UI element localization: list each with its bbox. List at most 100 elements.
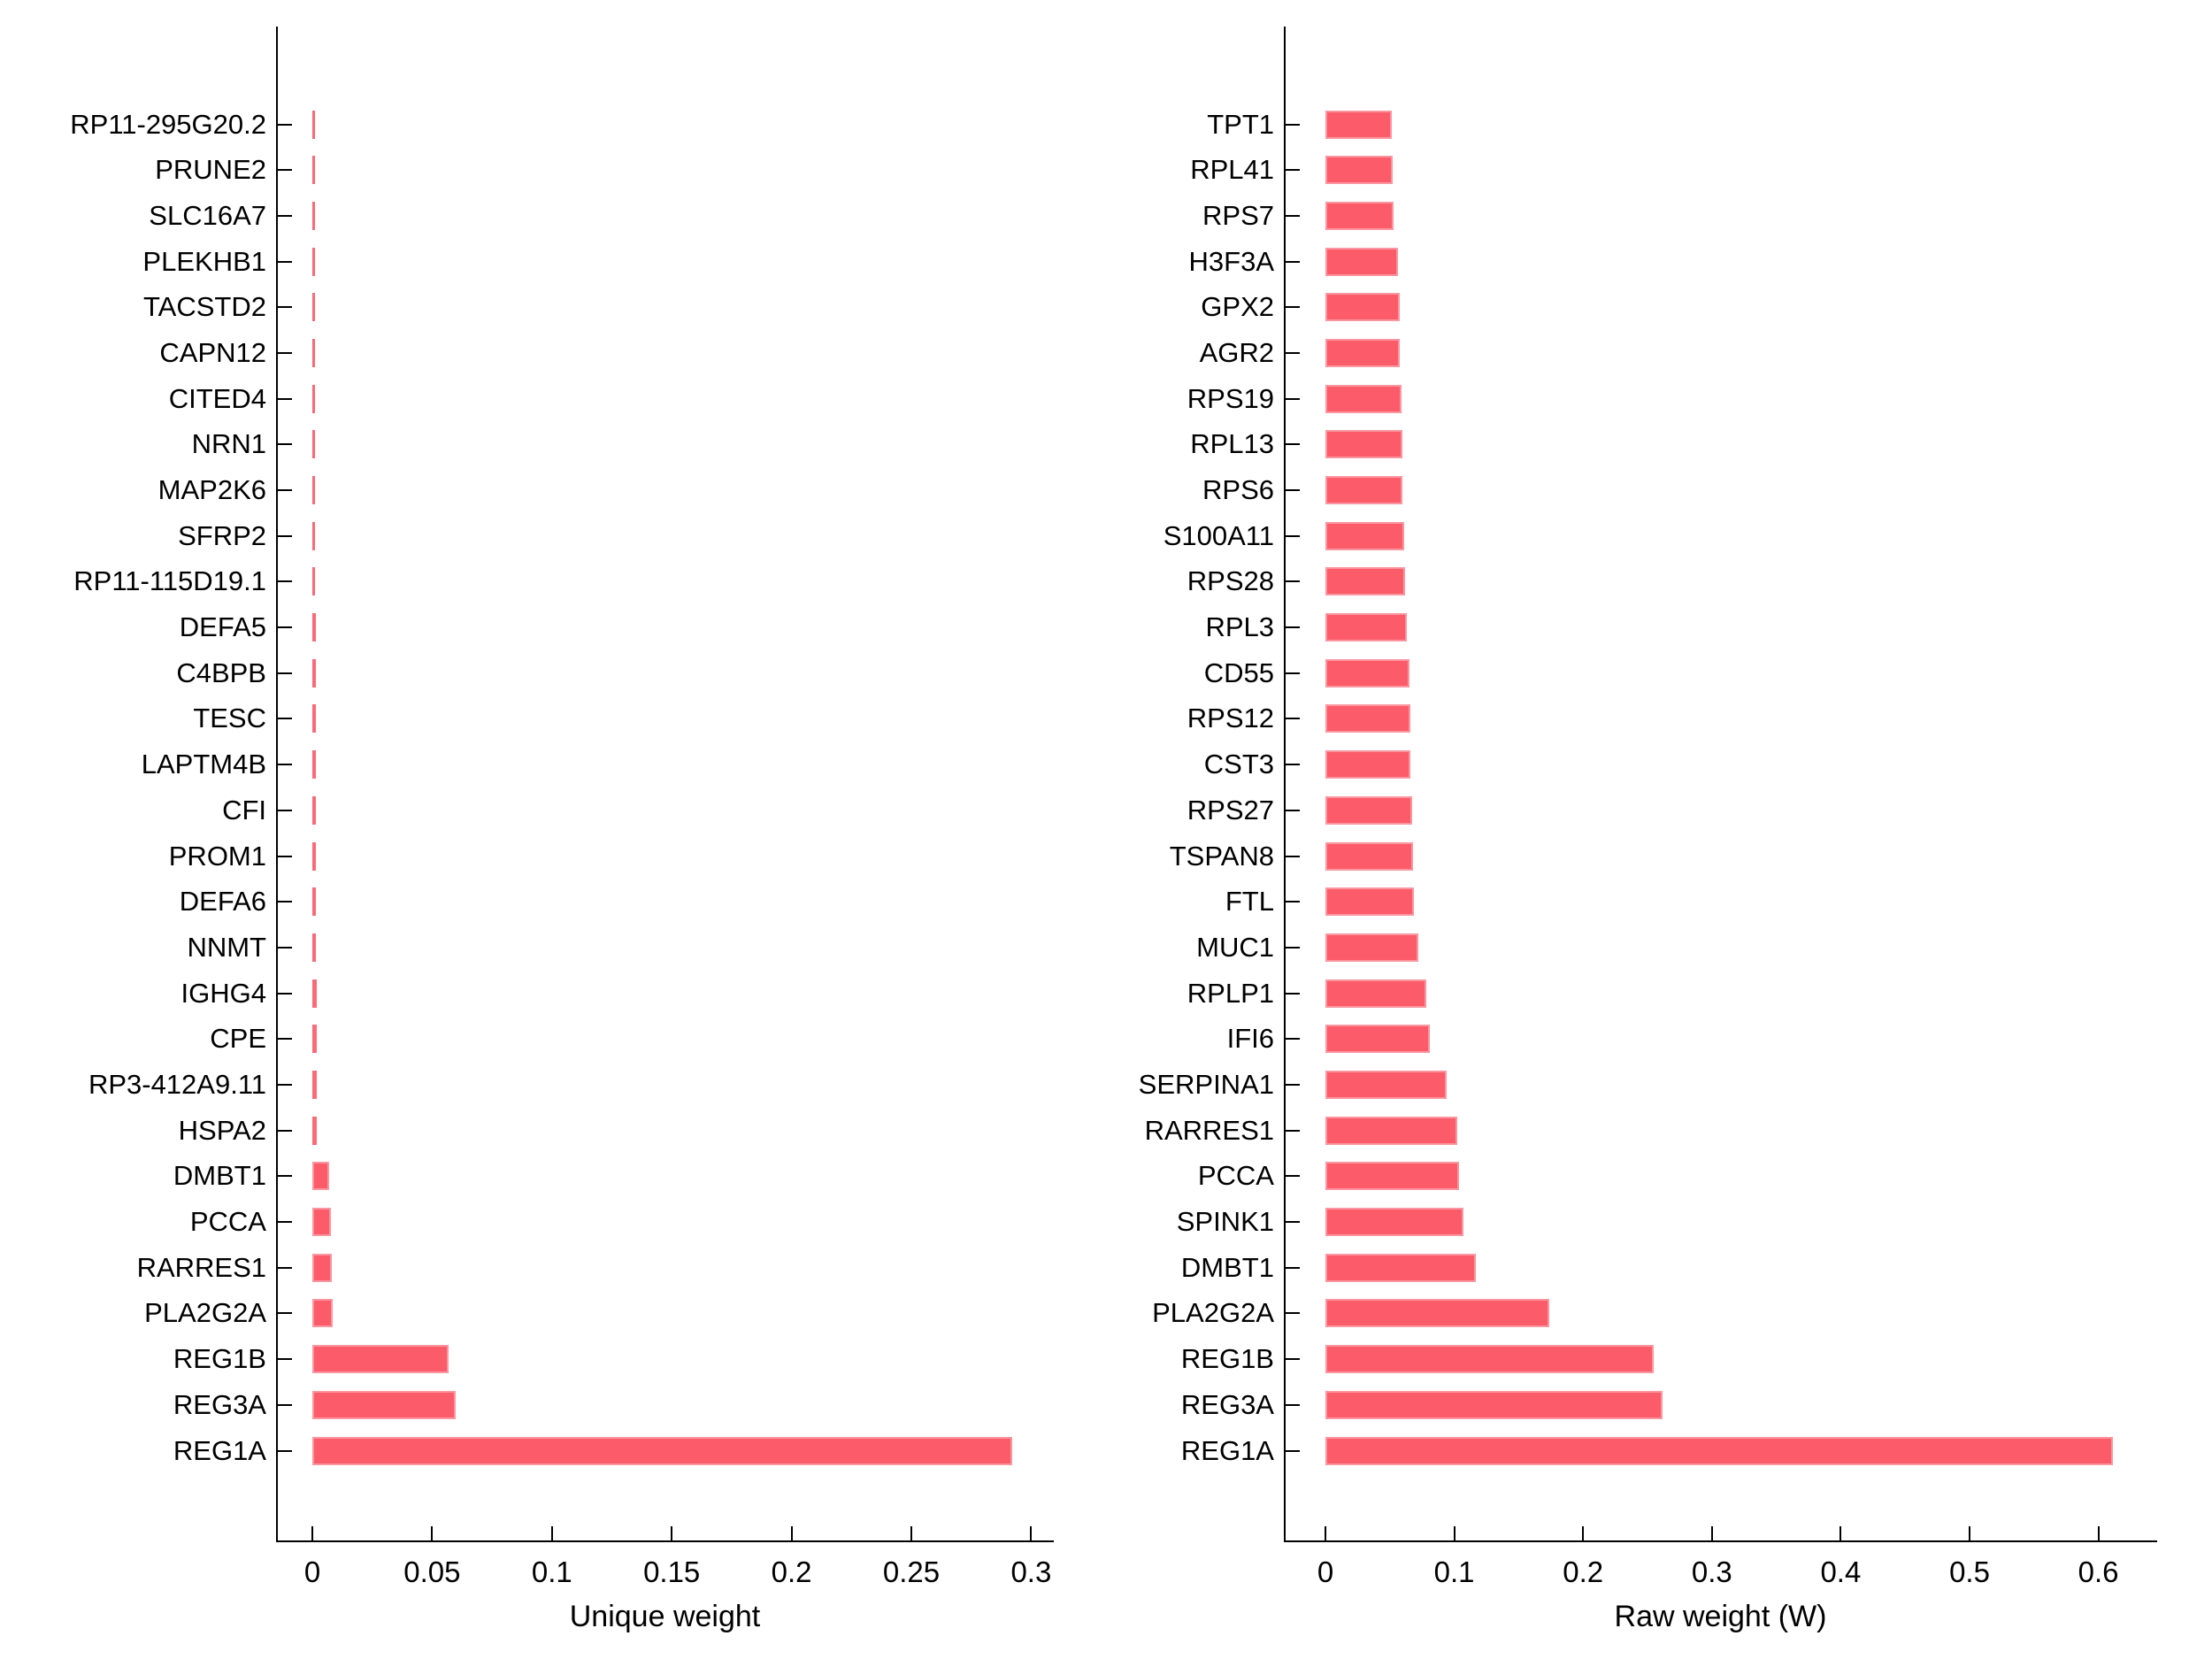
gene-label: SLC16A7 (149, 199, 266, 231)
bar (312, 384, 315, 413)
gene-label: RPL41 (1190, 154, 1274, 186)
gene-label: RPL13 (1190, 428, 1274, 460)
bar (1325, 293, 1401, 322)
bar (1325, 1299, 1550, 1328)
gene-label: DEFA5 (179, 611, 266, 643)
bar (1325, 476, 1403, 505)
y-tick (1285, 306, 1300, 309)
y-tick (1285, 1403, 1300, 1406)
gene-label: PROM1 (168, 840, 266, 872)
bar (1325, 658, 1409, 687)
y-tick (1285, 214, 1300, 217)
gene-label: LAPTM4B (141, 749, 266, 780)
gene-label: RP11-295G20.2 (70, 108, 266, 140)
gene-label: RPL3 (1205, 611, 1274, 643)
bar (312, 1345, 449, 1374)
gene-label: CD55 (1203, 657, 1274, 688)
y-tick (1285, 580, 1300, 583)
gene-label: CFI (222, 794, 266, 826)
bar (1325, 979, 1426, 1008)
bar (1325, 1208, 1463, 1237)
gene-label: RPS6 (1202, 474, 1274, 506)
x-axis-label-raw-weight: Raw weight (W) (1614, 1600, 1827, 1633)
x-tick (1969, 1526, 1970, 1540)
gene-label: REG3A (1180, 1388, 1274, 1420)
y-tick (1285, 1312, 1300, 1315)
bar (1325, 384, 1402, 413)
y-tick (277, 169, 292, 172)
y-tick (1285, 1038, 1300, 1041)
gene-label: GPX2 (1201, 291, 1274, 323)
y-tick (277, 1358, 292, 1361)
y-tick (277, 1129, 292, 1132)
y-tick (1285, 169, 1300, 172)
bar (312, 338, 315, 367)
y-tick (277, 626, 292, 629)
gene-label: FTL (1225, 886, 1274, 918)
gene-label: RPLP1 (1187, 977, 1274, 1009)
y-tick (277, 123, 292, 126)
bar (312, 979, 317, 1008)
x-tick-label: 0.3 (1010, 1555, 1052, 1588)
bar (1325, 247, 1398, 276)
y-tick (277, 1175, 292, 1178)
gene-label: REG1B (173, 1343, 266, 1375)
y-tick (277, 1266, 292, 1269)
bar (1325, 841, 1413, 871)
gene-label: RPS19 (1187, 382, 1274, 414)
x-tick (671, 1526, 673, 1540)
bar (312, 156, 315, 185)
gene-label: RPS28 (1187, 565, 1274, 597)
y-tick (1285, 946, 1300, 949)
bar (312, 521, 316, 550)
gene-label: CST3 (1203, 749, 1274, 780)
gene-label: PCCA (189, 1206, 266, 1238)
gene-label: PLA2G2A (1152, 1297, 1274, 1329)
bar (1325, 1162, 1460, 1191)
y-tick (277, 672, 292, 674)
y-tick (277, 489, 292, 492)
y-tick (277, 901, 292, 903)
bar (1325, 567, 1406, 596)
bar (312, 1253, 332, 1282)
bar (1325, 704, 1411, 733)
y-tick (277, 855, 292, 857)
gene-label: CPE (210, 1023, 266, 1055)
bar (1325, 1070, 1447, 1099)
bar (312, 933, 317, 962)
bar (312, 1025, 317, 1054)
x-tick (1582, 1526, 1585, 1540)
bar (1325, 887, 1415, 917)
gene-label: CAPN12 (159, 336, 266, 368)
bar (312, 201, 315, 230)
x-tick (1030, 1526, 1033, 1540)
bar (312, 1208, 332, 1237)
gene-label: PRUNE2 (155, 154, 266, 186)
y-tick (277, 580, 292, 583)
x-tick-label: 0 (303, 1555, 321, 1588)
y-tick (1285, 397, 1300, 400)
y-tick (277, 306, 292, 309)
x-tick-label: 0.5 (1949, 1555, 1990, 1588)
y-tick (1285, 1175, 1300, 1178)
y-tick (1285, 901, 1300, 903)
x-tick (2097, 1526, 2100, 1540)
bar (1325, 338, 1401, 367)
y-tick (1285, 534, 1300, 537)
bar (312, 430, 315, 459)
bar (1325, 1345, 1655, 1374)
bar (312, 658, 316, 687)
x-tick (1710, 1526, 1713, 1540)
y-tick (277, 1083, 292, 1086)
y-tick (1285, 1358, 1300, 1361)
bar (1325, 1390, 1663, 1419)
y-tick (277, 1449, 292, 1452)
bar (1325, 933, 1418, 962)
y-tick (1285, 1129, 1300, 1132)
gene-label: PLA2G2A (144, 1297, 266, 1329)
gene-label: MUC1 (1196, 931, 1274, 963)
gene-label: MAP2K6 (157, 474, 266, 506)
bar (312, 613, 316, 642)
y-tick (1285, 1266, 1300, 1269)
bar (312, 887, 317, 917)
